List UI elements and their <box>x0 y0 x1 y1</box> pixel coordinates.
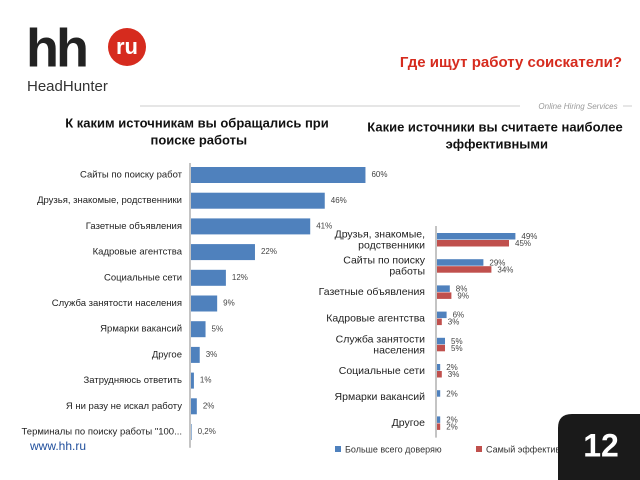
bar <box>437 240 509 247</box>
bar <box>437 423 441 430</box>
category-label: Друзья, знакомые, родственники <box>335 228 426 251</box>
logo-badge: ru <box>116 34 138 59</box>
value-label: 41% <box>316 222 332 231</box>
category-label: Терминалы по поиску работы "100... <box>22 427 182 438</box>
bar <box>191 398 197 415</box>
category-label: Затрудняюсь ответить <box>84 375 183 386</box>
bar <box>437 344 445 352</box>
bar <box>191 192 325 209</box>
category-label: Сайты по поиску работ <box>80 170 183 181</box>
url[interactable]: www.hh.ru <box>29 439 86 453</box>
value-label: 3% <box>448 318 460 327</box>
bar <box>437 318 442 326</box>
value-label: 2% <box>203 401 215 410</box>
legend-swatch <box>476 446 482 452</box>
chart-title: Какие источники вы считаете наиболее эфф… <box>367 120 622 152</box>
bar <box>191 295 218 312</box>
value-label: 49% <box>521 232 537 241</box>
category-label: Кадровые агентства <box>326 312 425 324</box>
page-number: 12 <box>583 427 619 463</box>
value-label: 12% <box>232 273 248 282</box>
bar <box>191 218 311 235</box>
value-label: 2% <box>446 389 458 398</box>
category-label: Газетные объявления <box>319 286 425 298</box>
bar <box>191 372 194 389</box>
bar <box>437 371 442 378</box>
slide-title: Где ищут работу соискатели? <box>400 54 622 71</box>
category-label: Другое <box>152 349 182 360</box>
bar <box>437 311 447 319</box>
category-label: Ярмарки вакансий <box>335 391 426 403</box>
page-badge <box>558 414 640 480</box>
value-label: 5% <box>451 337 463 346</box>
bar <box>437 364 441 371</box>
value-label: 8% <box>456 285 468 294</box>
value-label: 34% <box>497 265 513 274</box>
value-label: 46% <box>331 196 347 205</box>
bar <box>191 424 192 440</box>
value-label: 5% <box>212 324 224 333</box>
legend-label: Самый эффективный <box>486 444 577 454</box>
bar <box>437 292 452 299</box>
bar <box>437 337 445 345</box>
bar <box>191 346 200 363</box>
chart-title: К каким источникам вы обращались при пои… <box>65 116 328 148</box>
value-label: 5% <box>451 344 463 353</box>
category-label: Социальные сети <box>104 272 182 283</box>
value-label: 0,2% <box>198 427 216 436</box>
bar <box>437 233 516 240</box>
brand: HeadHunter <box>27 78 108 95</box>
logo-badge-circle <box>108 28 146 66</box>
bar <box>191 167 366 183</box>
category-label: Ярмарки вакансий <box>100 324 182 335</box>
value-label: 29% <box>489 258 505 267</box>
category-label: Газетные объявления <box>86 221 182 232</box>
bar <box>191 321 206 338</box>
category-label: Друзья, знакомые, родственники <box>37 195 182 206</box>
value-label: 3% <box>448 370 460 379</box>
value-label: 22% <box>261 247 277 256</box>
value-label: 1% <box>200 376 212 385</box>
bar <box>191 244 255 261</box>
category-label: Я ни разу не искал работу <box>66 401 182 412</box>
bar <box>437 390 441 397</box>
bar <box>437 266 492 273</box>
legend-swatch <box>335 446 341 452</box>
category-label: Служба занятости населения <box>336 333 425 356</box>
category-label: Другое <box>392 417 426 429</box>
value-label: 2% <box>446 363 458 372</box>
bar <box>437 285 450 292</box>
value-label: 45% <box>515 239 531 248</box>
category-label: Социальные сети <box>339 365 425 377</box>
legend-label: Больше всего доверяю <box>345 444 442 454</box>
value-label: 9% <box>223 299 235 308</box>
value-label: 2% <box>446 423 458 432</box>
value-label: 2% <box>446 416 458 425</box>
category-label: Сайты по поиску работы <box>343 254 425 277</box>
logo: hh <box>26 18 86 78</box>
value-label: 60% <box>371 170 387 179</box>
category-label: Служба занятости населения <box>52 298 182 309</box>
bar <box>437 416 441 423</box>
bar <box>437 259 484 266</box>
value-label: 3% <box>206 350 218 359</box>
bar <box>191 269 226 286</box>
value-label: 9% <box>457 292 469 301</box>
tagline: Online Hiring Services <box>538 102 617 111</box>
category-label: Кадровые агентства <box>93 247 183 258</box>
value-label: 6% <box>453 311 465 320</box>
